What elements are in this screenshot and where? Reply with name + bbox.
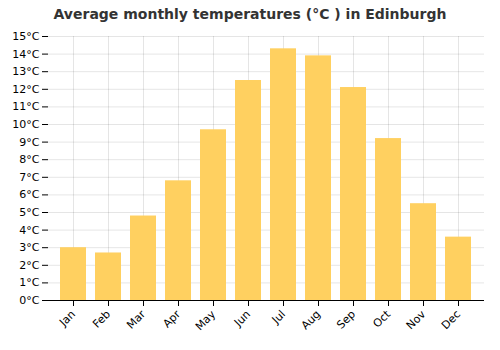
svg-text:Feb: Feb bbox=[90, 308, 113, 331]
svg-text:7°C: 7°C bbox=[19, 171, 39, 184]
svg-text:Jul: Jul bbox=[269, 308, 288, 327]
svg-text:Aug: Aug bbox=[299, 308, 323, 332]
svg-text:3°C: 3°C bbox=[19, 241, 39, 254]
svg-text:2°C: 2°C bbox=[19, 259, 39, 272]
svg-text:Dec: Dec bbox=[439, 308, 463, 332]
svg-text:15°C: 15°C bbox=[12, 30, 39, 43]
svg-text:Apr: Apr bbox=[160, 307, 183, 330]
svg-text:13°C: 13°C bbox=[12, 65, 39, 78]
svg-text:0°C: 0°C bbox=[19, 294, 39, 307]
svg-text:Mar: Mar bbox=[124, 307, 148, 331]
svg-text:6°C: 6°C bbox=[19, 188, 39, 201]
svg-text:10°C: 10°C bbox=[12, 118, 39, 131]
svg-text:Nov: Nov bbox=[404, 307, 429, 332]
svg-text:1°C: 1°C bbox=[19, 276, 39, 289]
svg-text:9°C: 9°C bbox=[19, 136, 39, 149]
svg-text:8°C: 8°C bbox=[19, 153, 39, 166]
svg-text:12°C: 12°C bbox=[12, 83, 39, 96]
svg-text:Sep: Sep bbox=[334, 308, 358, 332]
svg-text:Jun: Jun bbox=[231, 308, 253, 330]
svg-text:11°C: 11°C bbox=[12, 100, 39, 113]
svg-text:May: May bbox=[193, 307, 219, 333]
html-text:Average monthly temperatures (: Average monthly temperatures (°C ) in Ed… bbox=[53, 6, 447, 22]
svg-text:5°C: 5°C bbox=[19, 206, 39, 219]
svg-text:14°C: 14°C bbox=[12, 48, 39, 61]
svg-text:Jan: Jan bbox=[56, 308, 78, 330]
svg-text:4°C: 4°C bbox=[19, 224, 39, 237]
svg-text:Oct: Oct bbox=[370, 307, 393, 330]
